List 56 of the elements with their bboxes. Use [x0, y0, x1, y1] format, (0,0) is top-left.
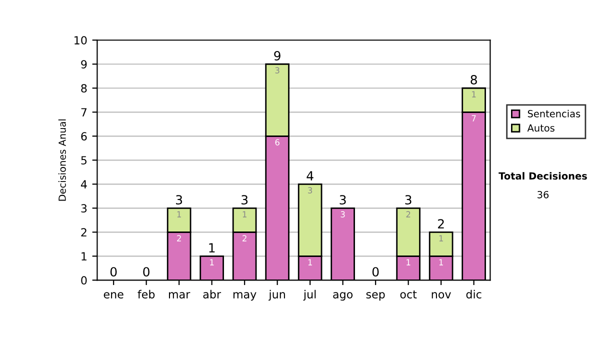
y-tick-label: 6: [81, 132, 87, 141]
data-label: 1: [439, 259, 443, 266]
total-label: 0: [372, 267, 379, 277]
y-tick-label: 10: [74, 36, 87, 44]
y-tick-label: 7: [81, 108, 87, 116]
y-tick-label: 5: [81, 156, 87, 165]
data-label: 1: [308, 259, 312, 266]
y-tick-label: 9: [81, 60, 87, 69]
legend-label: Autos: [527, 124, 554, 132]
data-label: 2: [406, 211, 410, 218]
x-tick-label: jun: [268, 290, 285, 301]
data-label: 1: [406, 259, 410, 266]
total-label: 8: [470, 75, 477, 85]
total-label: 0: [143, 267, 150, 277]
x-tick-label: sep: [366, 292, 385, 301]
y-tick-label: 3: [81, 204, 87, 213]
data-label: 3: [340, 211, 345, 218]
x-tick-label: dic: [466, 290, 482, 298]
y-tick-label: 1: [82, 252, 86, 260]
data-label: 1: [439, 235, 443, 242]
data-label: 6: [275, 139, 280, 146]
x-tick-label: ene: [104, 292, 124, 298]
x-tick-label: mar: [168, 292, 190, 298]
x-tick-label: ago: [333, 292, 353, 301]
total-label: 1: [209, 243, 215, 252]
x-tick-label: nov: [432, 292, 451, 298]
text: 36: [538, 190, 549, 198]
y-tick-label: 4: [80, 180, 87, 188]
data-label: 3: [275, 67, 280, 74]
x-tick-label: oct: [400, 290, 417, 298]
data-label: 1: [472, 91, 476, 98]
x-tick-label: jul: [303, 290, 316, 301]
total-label: 0: [110, 267, 117, 277]
total-label: 9: [274, 51, 280, 60]
total-label: 4: [306, 171, 314, 180]
x-tick-label: may: [233, 292, 256, 301]
text: Total Decisiones: [498, 172, 587, 180]
data-label: 2: [177, 235, 181, 242]
data-label: 2: [242, 235, 246, 242]
legend-label: Sentencias: [528, 110, 580, 118]
data-label: 1: [177, 211, 181, 218]
data-label: 7: [472, 115, 476, 122]
x-tick-label: feb: [138, 290, 155, 298]
data-label: 1: [242, 211, 246, 218]
y-axis-title: Decisiones Anual: [58, 119, 66, 201]
total-label: 2: [438, 219, 444, 228]
data-label: 3: [308, 187, 312, 194]
total-label: 3: [405, 195, 412, 205]
y-tick-label: 2: [81, 228, 86, 236]
data-label: 1: [210, 259, 214, 266]
y-tick-label: 8: [81, 84, 87, 93]
x-tick-label: abr: [203, 290, 222, 298]
total-label: 3: [242, 195, 248, 205]
total-label: 3: [340, 195, 346, 205]
total-label: 3: [176, 195, 182, 205]
y-tick-label: 0: [81, 276, 87, 285]
